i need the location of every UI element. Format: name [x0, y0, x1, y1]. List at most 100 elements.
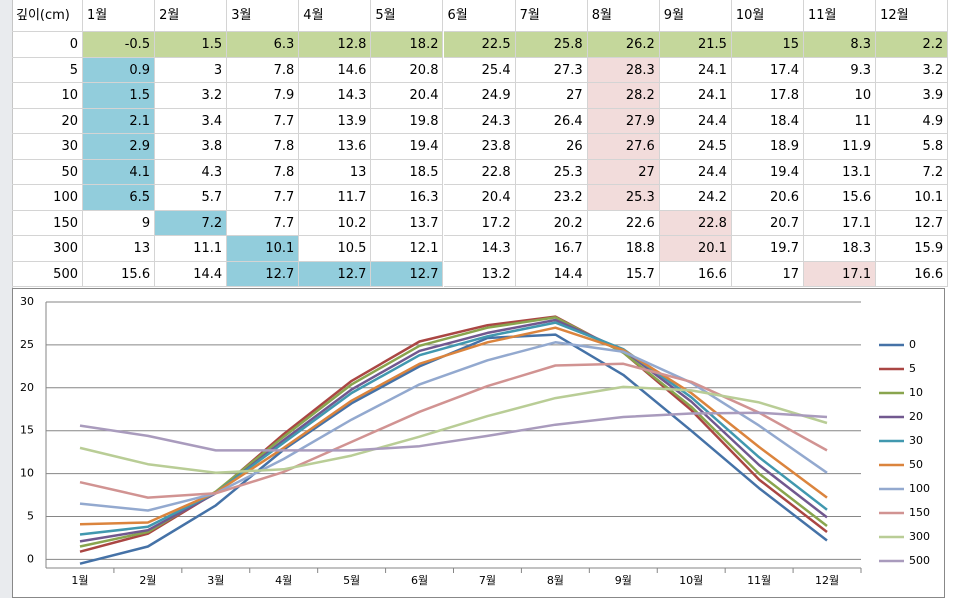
value-cell[interactable]: 16.6: [659, 261, 732, 287]
value-cell[interactable]: 15.6: [804, 185, 877, 211]
value-cell[interactable]: 24.1: [659, 83, 732, 109]
value-cell[interactable]: 11.9: [804, 134, 877, 160]
depth-cell[interactable]: 150: [12, 210, 83, 236]
value-cell[interactable]: 18.9: [731, 134, 804, 160]
value-cell[interactable]: 25.4: [443, 57, 516, 83]
header-cell[interactable]: 2월: [155, 0, 228, 32]
value-cell[interactable]: 14.3: [443, 236, 516, 262]
value-cell[interactable]: 4.1: [83, 159, 156, 185]
value-cell[interactable]: 10: [804, 83, 877, 109]
depth-cell[interactable]: 5: [12, 57, 83, 83]
value-cell[interactable]: 28.2: [587, 83, 660, 109]
value-cell[interactable]: 21.5: [659, 32, 732, 58]
value-cell[interactable]: 25.3: [587, 185, 660, 211]
value-cell[interactable]: 20.6: [731, 185, 804, 211]
value-cell[interactable]: 7.7: [227, 108, 300, 134]
value-cell[interactable]: 20.4: [443, 185, 516, 211]
value-cell[interactable]: 10.1: [227, 236, 300, 262]
header-cell[interactable]: 4월: [299, 0, 372, 32]
value-cell[interactable]: 14.4: [155, 261, 228, 287]
value-cell[interactable]: 16.6: [876, 261, 949, 287]
value-cell[interactable]: 3: [155, 57, 228, 83]
value-cell[interactable]: 9: [83, 210, 156, 236]
value-cell[interactable]: 3.4: [155, 108, 228, 134]
value-cell[interactable]: 2.2: [876, 32, 949, 58]
value-cell[interactable]: 9.3: [804, 57, 877, 83]
value-cell[interactable]: 13.9: [299, 108, 372, 134]
value-cell[interactable]: 23.2: [515, 185, 588, 211]
header-cell[interactable]: 8월: [587, 0, 660, 32]
value-cell[interactable]: 1.5: [155, 32, 228, 58]
value-cell[interactable]: 12.7: [876, 210, 949, 236]
header-cell[interactable]: 1월: [83, 0, 156, 32]
depth-cell[interactable]: 50: [12, 159, 83, 185]
value-cell[interactable]: 23.8: [443, 134, 516, 160]
header-cell[interactable]: 7월: [515, 0, 588, 32]
value-cell[interactable]: 14.6: [299, 57, 372, 83]
value-cell[interactable]: 17.8: [731, 83, 804, 109]
value-cell[interactable]: 16.7: [515, 236, 588, 262]
value-cell[interactable]: 24.4: [659, 108, 732, 134]
depth-cell[interactable]: 30: [12, 134, 83, 160]
value-cell[interactable]: 17.1: [804, 261, 877, 287]
value-cell[interactable]: 12.8: [299, 32, 372, 58]
value-cell[interactable]: 24.9: [443, 83, 516, 109]
header-cell[interactable]: 9월: [659, 0, 732, 32]
value-cell[interactable]: 22.8: [659, 210, 732, 236]
value-cell[interactable]: 20.1: [659, 236, 732, 262]
value-cell[interactable]: 18.4: [731, 108, 804, 134]
value-cell[interactable]: 24.4: [659, 159, 732, 185]
header-cell[interactable]: 10월: [731, 0, 804, 32]
value-cell[interactable]: 6.3: [227, 32, 300, 58]
value-cell[interactable]: 15.7: [587, 261, 660, 287]
value-cell[interactable]: 3.2: [155, 83, 228, 109]
value-cell[interactable]: 24.5: [659, 134, 732, 160]
value-cell[interactable]: 19.4: [731, 159, 804, 185]
value-cell[interactable]: 24.1: [659, 57, 732, 83]
value-cell[interactable]: 13.1: [804, 159, 877, 185]
value-cell[interactable]: 27.3: [515, 57, 588, 83]
value-cell[interactable]: 7.2: [155, 210, 228, 236]
value-cell[interactable]: 13.2: [443, 261, 516, 287]
value-cell[interactable]: 7.2: [876, 159, 949, 185]
header-cell[interactable]: 깊이(cm): [12, 0, 83, 32]
value-cell[interactable]: 18.2: [371, 32, 444, 58]
value-cell[interactable]: 8.3: [804, 32, 877, 58]
value-cell[interactable]: 12.1: [371, 236, 444, 262]
value-cell[interactable]: 7.9: [227, 83, 300, 109]
value-cell[interactable]: 15.6: [83, 261, 156, 287]
value-cell[interactable]: 20.4: [371, 83, 444, 109]
header-cell[interactable]: 5월: [371, 0, 444, 32]
value-cell[interactable]: 20.2: [515, 210, 588, 236]
value-cell[interactable]: 19.8: [371, 108, 444, 134]
value-cell[interactable]: 5.7: [155, 185, 228, 211]
value-cell[interactable]: 27: [515, 83, 588, 109]
value-cell[interactable]: 24.2: [659, 185, 732, 211]
value-cell[interactable]: 20.8: [371, 57, 444, 83]
value-cell[interactable]: 11.1: [155, 236, 228, 262]
value-cell[interactable]: 17.2: [443, 210, 516, 236]
value-cell[interactable]: 11: [804, 108, 877, 134]
value-cell[interactable]: 7.7: [227, 210, 300, 236]
value-cell[interactable]: 11.7: [299, 185, 372, 211]
value-cell[interactable]: 10.1: [876, 185, 949, 211]
depth-cell[interactable]: 100: [12, 185, 83, 211]
value-cell[interactable]: 1.5: [83, 83, 156, 109]
value-cell[interactable]: 18.5: [371, 159, 444, 185]
value-cell[interactable]: 26: [515, 134, 588, 160]
value-cell[interactable]: 27.6: [587, 134, 660, 160]
value-cell[interactable]: 14.3: [299, 83, 372, 109]
value-cell[interactable]: 22.5: [443, 32, 516, 58]
depth-cell[interactable]: 20: [12, 108, 83, 134]
value-cell[interactable]: 7.7: [227, 185, 300, 211]
value-cell[interactable]: 25.3: [515, 159, 588, 185]
value-cell[interactable]: 19.7: [731, 236, 804, 262]
value-cell[interactable]: 26.4: [515, 108, 588, 134]
value-cell[interactable]: 13: [299, 159, 372, 185]
value-cell[interactable]: 3.8: [155, 134, 228, 160]
header-cell[interactable]: 6월: [443, 0, 516, 32]
value-cell[interactable]: 16.3: [371, 185, 444, 211]
value-cell[interactable]: 24.3: [443, 108, 516, 134]
value-cell[interactable]: 7.8: [227, 159, 300, 185]
header-cell[interactable]: 11월: [804, 0, 877, 32]
